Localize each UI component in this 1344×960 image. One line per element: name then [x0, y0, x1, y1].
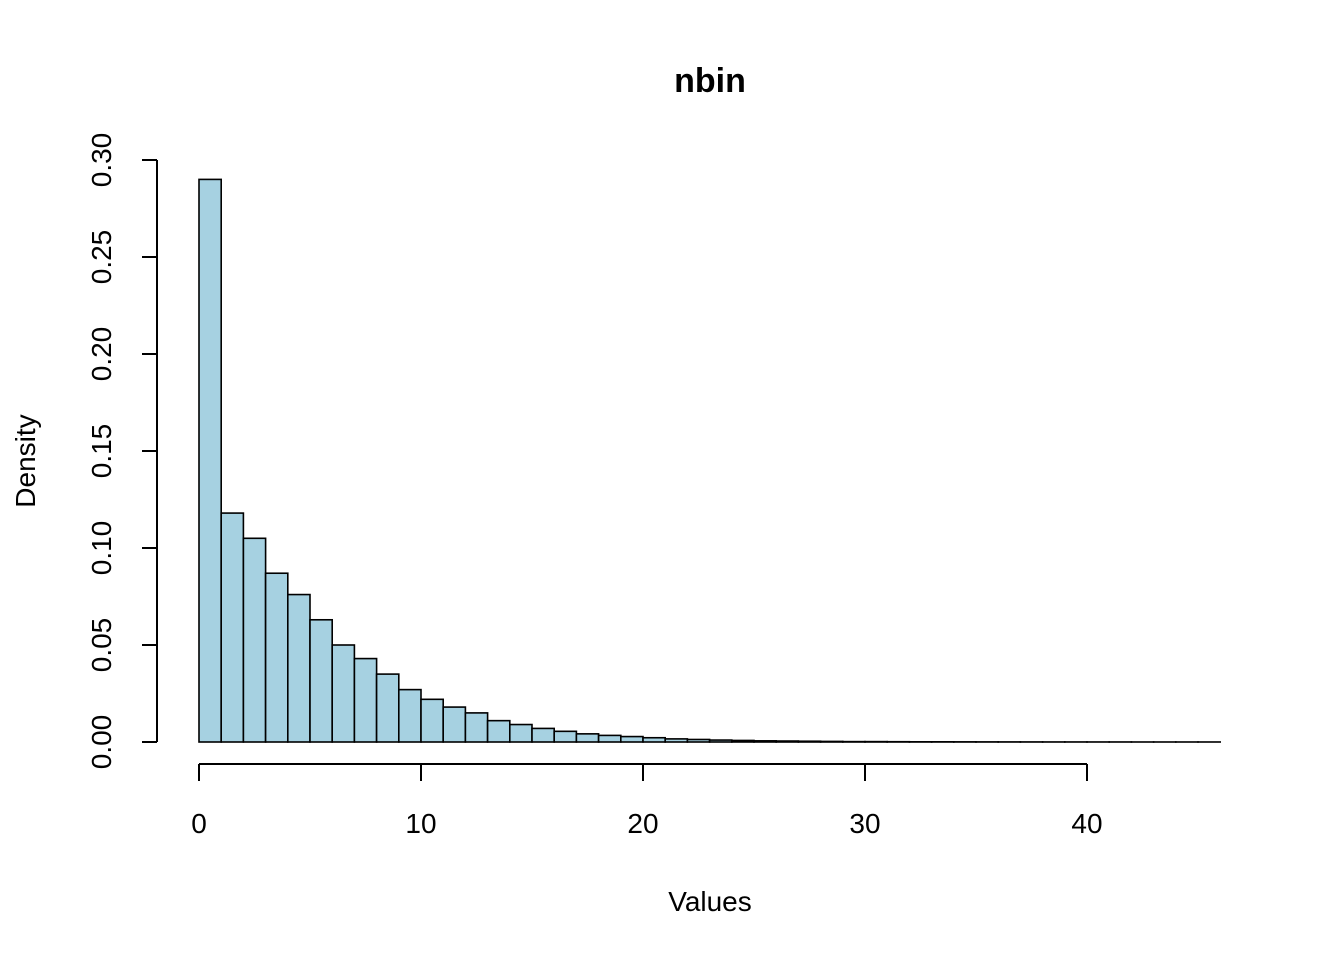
histogram-bar — [464, 712, 489, 743]
histogram-bar — [619, 735, 644, 743]
x-tick-label: 30 — [849, 808, 880, 839]
y-tick-label: 0.30 — [86, 133, 117, 188]
histogram-bar — [242, 537, 267, 743]
histogram-bar — [775, 740, 800, 743]
y-tick-label: 0.10 — [86, 521, 117, 576]
histogram-bar — [397, 688, 422, 743]
x-tick-label: 10 — [405, 808, 436, 839]
histogram-bar — [575, 733, 600, 743]
x-tick-label: 20 — [627, 808, 658, 839]
histogram-bar — [553, 730, 578, 743]
y-axis-label: Density — [10, 414, 41, 507]
histogram-bar — [730, 739, 755, 743]
y-tick-label: 0.15 — [86, 424, 117, 479]
histogram-bar — [508, 723, 533, 743]
histogram-bar — [797, 740, 822, 743]
histogram-bar — [286, 593, 311, 743]
histogram-bar — [375, 673, 400, 743]
x-tick-label: 40 — [1071, 808, 1102, 839]
histogram-bar — [220, 512, 245, 743]
histogram-bar — [198, 178, 223, 743]
histogram-bar — [686, 738, 711, 743]
x-axis-label: Values — [668, 886, 752, 917]
y-tick-label: 0.20 — [86, 327, 117, 382]
y-axis: 0.00 0.05 0.10 0.15 0.20 0.25 0.30 — [86, 133, 158, 770]
histogram-bar — [309, 618, 334, 743]
histogram-bar — [353, 657, 378, 743]
histogram-bar — [331, 644, 356, 743]
histogram-bar — [642, 736, 667, 743]
histogram-bar — [264, 572, 289, 743]
x-tick-label: 0 — [191, 808, 207, 839]
histogram-bar — [753, 740, 778, 743]
histogram-bar — [708, 739, 733, 743]
histogram-bar — [442, 706, 467, 743]
histogram-bar — [531, 727, 556, 743]
x-axis: 0 10 20 30 40 — [191, 763, 1103, 839]
histogram-bar — [819, 740, 844, 743]
histogram-bar — [664, 738, 689, 743]
y-tick-label: 0.25 — [86, 230, 117, 285]
y-tick-label: 0.00 — [86, 715, 117, 770]
chart-title: nbin — [674, 62, 746, 100]
histogram-bar — [597, 734, 622, 743]
histogram-bar — [486, 719, 511, 743]
y-tick-label: 0.05 — [86, 618, 117, 673]
histogram-bar — [420, 698, 445, 743]
bars-group — [198, 178, 1222, 743]
